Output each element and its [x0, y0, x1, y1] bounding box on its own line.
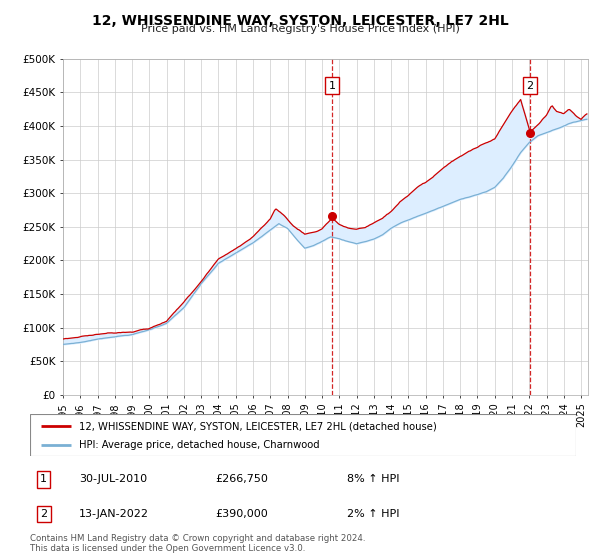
Text: 1: 1 — [40, 474, 47, 484]
Text: 2: 2 — [40, 509, 47, 519]
Text: 12, WHISSENDINE WAY, SYSTON, LEICESTER, LE7 2HL (detached house): 12, WHISSENDINE WAY, SYSTON, LEICESTER, … — [79, 421, 437, 431]
Text: 12, WHISSENDINE WAY, SYSTON, LEICESTER, LE7 2HL: 12, WHISSENDINE WAY, SYSTON, LEICESTER, … — [92, 14, 508, 28]
Text: 1: 1 — [329, 81, 335, 91]
Text: Price paid vs. HM Land Registry's House Price Index (HPI): Price paid vs. HM Land Registry's House … — [140, 24, 460, 34]
Text: 8% ↑ HPI: 8% ↑ HPI — [347, 474, 399, 484]
Text: £390,000: £390,000 — [215, 509, 268, 519]
Text: 2: 2 — [526, 81, 533, 91]
Text: HPI: Average price, detached house, Charnwood: HPI: Average price, detached house, Char… — [79, 440, 320, 450]
Text: Contains HM Land Registry data © Crown copyright and database right 2024.
This d: Contains HM Land Registry data © Crown c… — [30, 534, 365, 553]
Text: 2% ↑ HPI: 2% ↑ HPI — [347, 509, 399, 519]
Text: 30-JUL-2010: 30-JUL-2010 — [79, 474, 147, 484]
Text: £266,750: £266,750 — [215, 474, 269, 484]
Text: 13-JAN-2022: 13-JAN-2022 — [79, 509, 149, 519]
